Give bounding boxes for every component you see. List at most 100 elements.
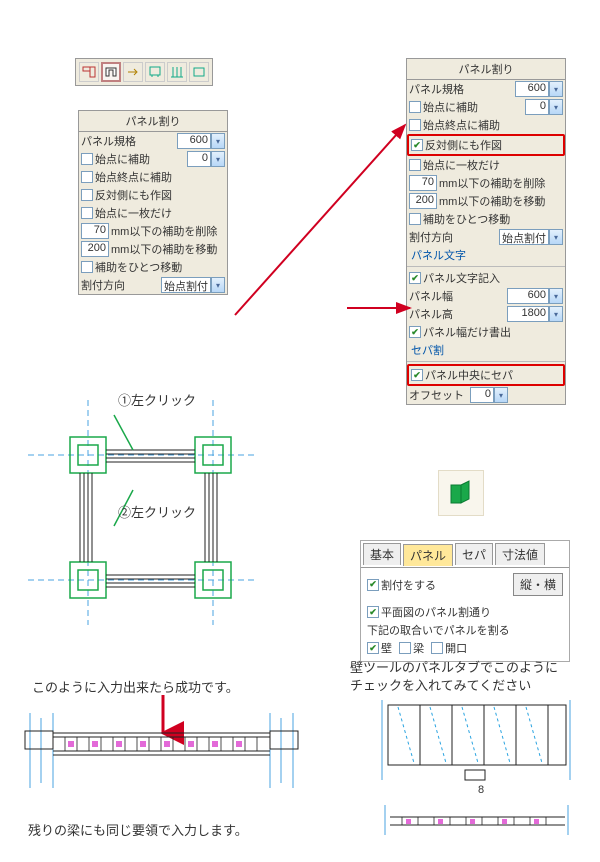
dropdown-icon[interactable]: ▾ <box>211 277 225 293</box>
dir-label: 割付方向 <box>409 229 453 245</box>
panel-w-label: パネル幅 <box>409 288 453 304</box>
one-at-start-label: 始点に一枚だけ <box>423 157 500 173</box>
offset-label: オフセット <box>409 387 464 403</box>
panel-h-value[interactable]: 1800 <box>507 306 549 322</box>
sepa-center-label: パネル中央にセパ <box>425 367 513 383</box>
checkbox[interactable] <box>409 119 421 131</box>
panel-title: パネル割り <box>407 59 565 80</box>
vh-button[interactable]: 縦・横 <box>513 573 563 596</box>
checkbox[interactable] <box>399 642 411 654</box>
panel-settings-right: パネル割り パネル規格 600▾ 始点に補助 0▾ 始点終点に補助 ✔反対側にも… <box>406 58 566 405</box>
opposite-label: 反対側にも作図 <box>425 137 502 153</box>
checkbox[interactable] <box>81 153 93 165</box>
mov-below-label: mm以下の補助を移動 <box>111 241 217 257</box>
caption-walltool-a: 壁ツールのパネルタブでこのように <box>350 657 558 676</box>
mov-below-value[interactable]: 200 <box>81 241 109 257</box>
mov-below-label: mm以下の補助を移動 <box>439 193 545 209</box>
checkbox[interactable] <box>409 101 421 113</box>
caption-walltool-b: チェックを入れてみてください <box>350 675 531 694</box>
tool-arrow-icon[interactable] <box>123 62 143 82</box>
checkbox[interactable] <box>81 207 93 219</box>
tool-vlines-icon[interactable] <box>167 62 187 82</box>
one-move-label: 補助をひとつ移動 <box>95 259 182 275</box>
checkbox[interactable] <box>81 171 93 183</box>
wall-label: 壁 <box>381 640 392 656</box>
panel-settings-left: パネル割り パネル規格 600▾ 始点に補助 0▾ 始点終点に補助 反対側にも作… <box>78 110 228 295</box>
note-label: 下記の取合いでパネルを割る <box>367 622 510 638</box>
highlighted-row-sepa: ✔パネル中央にセパ <box>407 364 565 386</box>
dir-label: 割付方向 <box>81 277 125 293</box>
dropdown-icon[interactable]: ▾ <box>549 99 563 115</box>
checkbox[interactable] <box>431 642 443 654</box>
dropdown-icon[interactable]: ▾ <box>494 387 508 403</box>
del-below-value[interactable]: 70 <box>409 175 437 191</box>
spec-label: パネル規格 <box>409 81 464 97</box>
checkbox-checked[interactable]: ✔ <box>367 579 379 591</box>
checkbox-checked[interactable]: ✔ <box>411 369 423 381</box>
beam-label: 梁 <box>413 640 424 656</box>
panel-w-only-label: パネル幅だけ書出 <box>423 324 511 340</box>
dropdown-icon[interactable]: ▾ <box>211 151 225 167</box>
dropdown-icon[interactable]: ▾ <box>549 81 563 97</box>
dir-value[interactable]: 始点割付 <box>161 277 211 293</box>
del-below-label: mm以下の補助を削除 <box>111 223 217 239</box>
start-aux-value[interactable]: 0 <box>187 151 211 167</box>
checkbox-checked[interactable]: ✔ <box>367 642 379 654</box>
spec-value[interactable]: 600 <box>177 133 211 149</box>
opposite-label: 反対側にも作図 <box>95 187 172 203</box>
dir-value[interactable]: 始点割付 <box>499 229 549 245</box>
checkbox[interactable] <box>409 159 421 171</box>
dropdown-icon[interactable]: ▾ <box>549 288 563 304</box>
checkbox[interactable] <box>81 189 93 201</box>
plan-split-label: 平面図のパネル割通り <box>381 604 491 620</box>
caption-remaining: 残りの梁にも同じ要領で入力します。 <box>28 820 248 839</box>
checkbox[interactable] <box>81 261 93 273</box>
tabs-panel: 基本 パネル セパ 寸法値 ✔割付をする 縦・横 ✔平面図のパネル割通り 下記の… <box>360 540 570 662</box>
startend-aux-label: 始点終点に補助 <box>423 117 500 133</box>
panel-h-label: パネル高 <box>409 306 453 322</box>
spec-label: パネル規格 <box>81 133 136 149</box>
one-move-label: 補助をひとつ移動 <box>423 211 510 227</box>
tool-upanel-icon[interactable] <box>101 62 121 82</box>
svg-text:8: 8 <box>478 784 484 796</box>
offset-value[interactable]: 0 <box>470 387 494 403</box>
spec-value[interactable]: 600 <box>515 81 549 97</box>
click1-label: ①左クリック <box>118 390 196 409</box>
checkbox[interactable] <box>409 213 421 225</box>
tab-sepa[interactable]: セパ <box>455 543 493 565</box>
panel-text-write-label: パネル文字記入 <box>423 270 500 286</box>
start-aux-label: 始点に補助 <box>423 99 478 115</box>
tab-dims[interactable]: 寸法値 <box>495 543 545 565</box>
tool-toolbar <box>75 58 213 86</box>
section-panel-text: パネル文字 <box>407 246 565 264</box>
checkbox-checked[interactable]: ✔ <box>409 272 421 284</box>
highlighted-row-opposite: ✔反対側にも作図 <box>407 134 565 156</box>
one-at-start-label: 始点に一枚だけ <box>95 205 172 221</box>
startend-aux-label: 始点終点に補助 <box>95 169 172 185</box>
checkbox-checked[interactable]: ✔ <box>409 326 421 338</box>
tool-paneldown-icon[interactable] <box>145 62 165 82</box>
dropdown-icon[interactable]: ▾ <box>211 133 225 149</box>
click2-label: ②左クリック <box>118 502 196 521</box>
arrow-to-opposite <box>230 120 410 320</box>
tab-panel[interactable]: パネル <box>403 544 453 566</box>
section-sepa: セパ割 <box>407 341 565 359</box>
del-below-value[interactable]: 70 <box>81 223 109 239</box>
dropdown-icon[interactable]: ▾ <box>549 306 563 322</box>
checkbox-checked[interactable]: ✔ <box>367 606 379 618</box>
tool-elbow-icon[interactable] <box>79 62 99 82</box>
mov-below-value[interactable]: 200 <box>409 193 437 209</box>
do-split-label: 割付をする <box>381 577 436 593</box>
tab-basic[interactable]: 基本 <box>363 543 401 565</box>
wall-elevation-right: 8 <box>370 695 585 840</box>
beam-elevation-left <box>15 693 305 793</box>
del-below-label: mm以下の補助を削除 <box>439 175 545 191</box>
arrow-to-sepa <box>345 298 415 318</box>
start-aux-value[interactable]: 0 <box>525 99 549 115</box>
wall-tool-icon[interactable] <box>438 470 484 516</box>
dropdown-icon[interactable]: ▾ <box>549 229 563 245</box>
panel-w-value[interactable]: 600 <box>507 288 549 304</box>
tool-rect-icon[interactable] <box>189 62 209 82</box>
panel-title: パネル割り <box>79 111 227 132</box>
checkbox-checked[interactable]: ✔ <box>411 139 423 151</box>
